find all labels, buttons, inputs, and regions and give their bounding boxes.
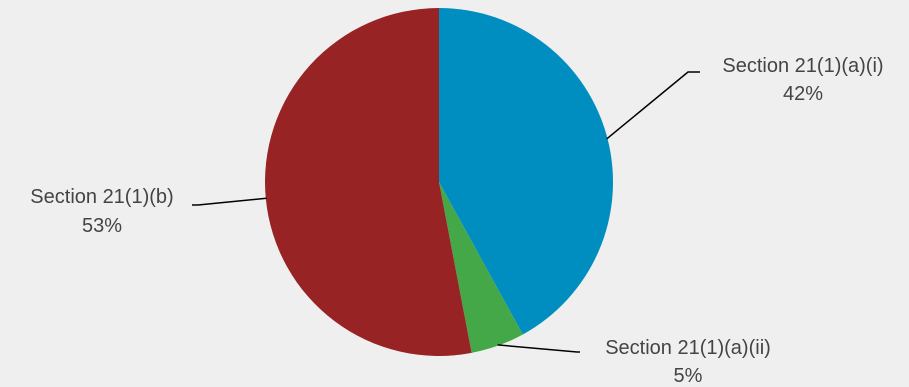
slice-label-name: Section 21(1)(a)(i) bbox=[722, 55, 883, 77]
slice-label-percent: 5% bbox=[674, 365, 703, 387]
slice-label-percent: 53% bbox=[82, 215, 122, 237]
leader-line bbox=[497, 344, 580, 353]
slice-label-section-21-1-a-i: Section 21(1)(a)(i) 42% bbox=[722, 55, 883, 105]
slice-label-name: Section 21(1)(a)(ii) bbox=[605, 337, 771, 359]
leader-lines bbox=[192, 71, 700, 353]
leader-line bbox=[606, 71, 700, 140]
pie-slice-section-21-1-a-i bbox=[439, 7, 614, 335]
leader-line bbox=[192, 197, 267, 206]
slice-label-percent: 42% bbox=[783, 83, 823, 105]
slice-label-section-21-1-b: Section 21(1)(b) 53% bbox=[30, 186, 173, 237]
pie-slices bbox=[265, 7, 614, 356]
pie-slice-section-21-1-a-ii bbox=[439, 182, 523, 353]
pie-slice-section-21-1-b bbox=[265, 8, 472, 356]
slice-label-section-21-1-a-ii: Section 21(1)(a)(ii) 5% bbox=[605, 337, 771, 387]
slice-labels: Section 21(1)(a)(i) 42% Section 21(1)(a)… bbox=[30, 55, 883, 387]
slice-label-name: Section 21(1)(b) bbox=[30, 186, 173, 208]
